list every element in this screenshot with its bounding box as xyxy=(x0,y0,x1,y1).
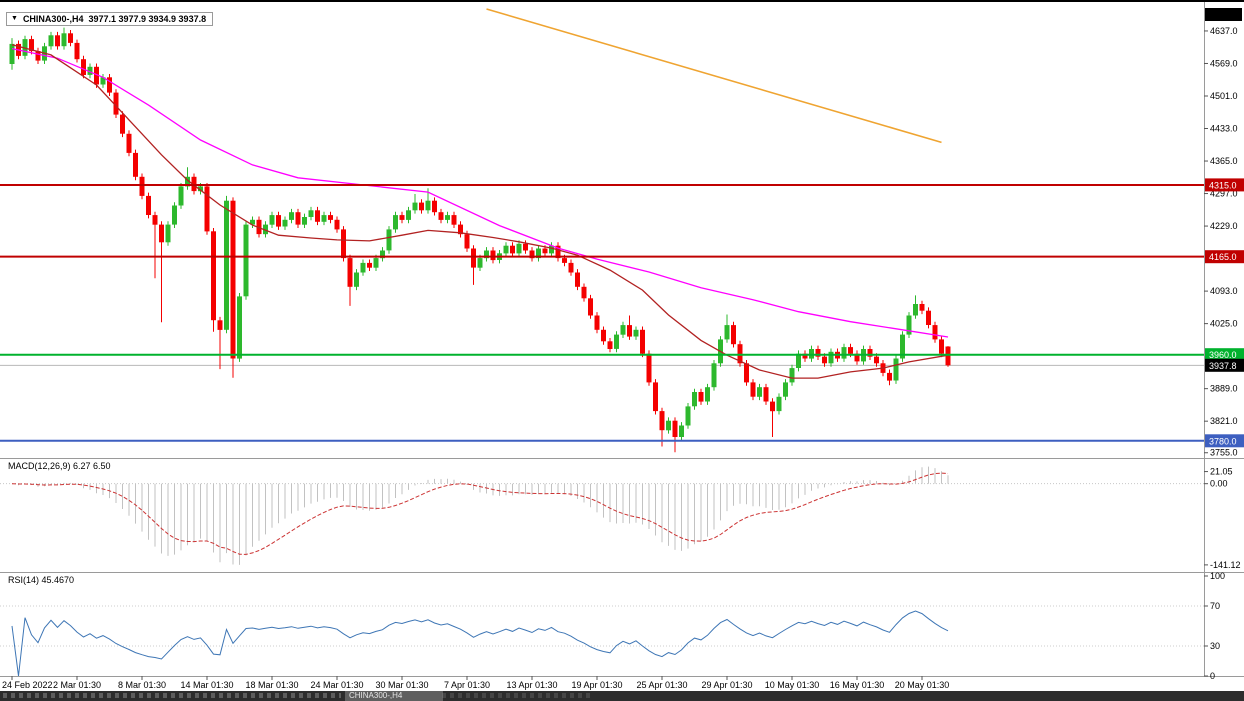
clipped-tab-text[interactable] xyxy=(442,693,592,698)
macd-axis-label: 0.00 xyxy=(1210,479,1228,489)
svg-text:13 Apr 01:30: 13 Apr 01:30 xyxy=(506,680,557,690)
candlestick-series xyxy=(9,27,951,453)
macd-histogram xyxy=(18,466,949,565)
svg-text:3821.0: 3821.0 xyxy=(1210,416,1238,426)
macd-axis-label: 21.05 xyxy=(1210,467,1233,477)
svg-text:4433.0: 4433.0 xyxy=(1210,124,1238,134)
price-level-badge: 3960.0 xyxy=(1205,348,1244,362)
svg-text:4165.0: 4165.0 xyxy=(1209,252,1237,262)
svg-text:3960.0: 3960.0 xyxy=(1209,350,1237,360)
svg-text:14 Mar 01:30: 14 Mar 01:30 xyxy=(180,680,233,690)
svg-text:7 Apr 01:30: 7 Apr 01:30 xyxy=(444,680,490,690)
orange-trendline xyxy=(486,8,942,144)
rsi-line xyxy=(11,610,949,677)
price-axis-labels: 4637.0 4569.0 4501.0 4433.0 4365.0 4297.0 4229… xyxy=(1204,26,1238,458)
axis-top-marker xyxy=(1205,8,1242,21)
price-level-badge: 4165.0 xyxy=(1205,250,1244,264)
svg-text:3937.8: 3937.8 xyxy=(1209,361,1237,371)
svg-text:4025.0: 4025.0 xyxy=(1210,319,1238,329)
svg-text:29 Apr 01:30: 29 Apr 01:30 xyxy=(701,680,752,690)
ma-slow-line xyxy=(11,47,949,338)
price-level-badge: 3780.0 xyxy=(1205,434,1244,448)
svg-text:10 May 01:30: 10 May 01:30 xyxy=(765,680,820,690)
rsi-axis-label: 30 xyxy=(1210,641,1220,651)
svg-text:24 Mar 01:30: 24 Mar 01:30 xyxy=(310,680,363,690)
svg-text:25 Apr 01:30: 25 Apr 01:30 xyxy=(636,680,687,690)
svg-text:4569.0: 4569.0 xyxy=(1210,58,1238,68)
svg-text:24 Feb 2022: 24 Feb 2022 xyxy=(2,680,53,690)
chart-tab-active[interactable]: CHINA300-,H4 xyxy=(345,691,443,701)
svg-text:16 May 01:30: 16 May 01:30 xyxy=(830,680,885,690)
svg-text:4501.0: 4501.0 xyxy=(1210,91,1238,101)
svg-text:19 Apr 01:30: 19 Apr 01:30 xyxy=(571,680,622,690)
chart-tab-bar: CHINA300-,H4 xyxy=(0,691,1244,701)
macd-axis-label: -141.12 xyxy=(1210,560,1241,570)
symbol-period-label: CHINA300-,H4 xyxy=(22,14,84,24)
price-level-badge: 3937.8 xyxy=(1205,358,1244,372)
svg-text:3889.0: 3889.0 xyxy=(1210,384,1238,394)
svg-text:3755.0: 3755.0 xyxy=(1210,448,1238,458)
macd-indicator-label: MACD(12,26,9) 6.27 6.50 xyxy=(8,461,111,471)
svg-text:4297.0: 4297.0 xyxy=(1210,189,1238,199)
svg-text:8 Mar 01:30: 8 Mar 01:30 xyxy=(118,680,166,690)
ma-medium-line xyxy=(11,44,949,379)
rsi-axis-label: 0 xyxy=(1210,671,1215,681)
rsi-axis-label: 100 xyxy=(1210,571,1225,581)
svg-text:4315.0: 4315.0 xyxy=(1209,180,1237,190)
svg-text:4093.0: 4093.0 xyxy=(1210,286,1238,296)
svg-text:4229.0: 4229.0 xyxy=(1210,221,1238,231)
svg-text:2 Mar 01:30: 2 Mar 01:30 xyxy=(53,680,101,690)
rsi-indicator-label: RSI(14) 45.4670 xyxy=(8,575,75,585)
rsi-axis-label: 70 xyxy=(1210,601,1220,611)
time-axis-labels: 24 Feb 2022 2 Mar 01:30 8 Mar 01:30 14 Mar … xyxy=(2,676,949,690)
svg-text:20 May 01:30: 20 May 01:30 xyxy=(895,680,950,690)
clipped-tab-text[interactable] xyxy=(3,693,341,698)
svg-text:4365.0: 4365.0 xyxy=(1210,156,1238,166)
svg-text:3780.0: 3780.0 xyxy=(1209,436,1237,446)
chevron-down-icon[interactable]: ▼ xyxy=(11,15,18,22)
svg-text:30 Mar 01:30: 30 Mar 01:30 xyxy=(375,680,428,690)
symbol-info-box[interactable]: ▼ CHINA300-,H4 3977.1 3977.9 3934.9 3937… xyxy=(6,12,214,26)
symbol-ohlc-values: 3977.1 3977.9 3934.9 3937.8 xyxy=(88,14,207,24)
macd-signal-line xyxy=(11,472,949,555)
svg-text:4637.0: 4637.0 xyxy=(1210,26,1238,36)
svg-text:18 Mar 01:30: 18 Mar 01:30 xyxy=(245,680,298,690)
price-level-badge: 4315.0 xyxy=(1205,178,1244,192)
